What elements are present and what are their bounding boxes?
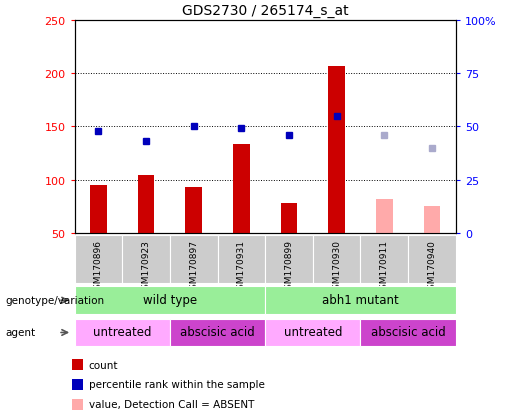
Bar [408,235,456,283]
Text: GSM170896: GSM170896 [94,239,103,294]
Bar [75,287,265,314]
Bar [170,319,265,347]
Text: GSM170930: GSM170930 [332,239,341,294]
Text: genotype/variation: genotype/variation [5,295,104,306]
Bar [233,145,250,233]
Text: GSM170940: GSM170940 [427,239,436,294]
Bar [90,185,107,233]
Bar [217,235,265,283]
Bar [265,319,360,347]
Text: GSM170923: GSM170923 [142,239,150,294]
Bar [75,319,170,347]
Bar [313,235,360,283]
Title: GDS2730 / 265174_s_at: GDS2730 / 265174_s_at [182,4,349,18]
Text: percentile rank within the sample: percentile rank within the sample [89,380,265,389]
Bar [329,66,345,233]
Bar [360,319,456,347]
Bar [170,235,217,283]
Bar [360,235,408,283]
Bar [376,199,392,233]
Text: value, Detection Call = ABSENT: value, Detection Call = ABSENT [89,399,254,409]
Bar [265,287,456,314]
Text: agent: agent [5,328,35,338]
Text: wild type: wild type [143,293,197,306]
Text: GSM170897: GSM170897 [190,239,198,294]
Bar [138,176,154,233]
Bar [281,204,297,233]
Text: GSM170911: GSM170911 [380,239,389,294]
Bar [75,235,123,283]
Text: GSM170931: GSM170931 [237,239,246,294]
Bar [122,235,170,283]
Bar [424,207,440,233]
Text: untreated: untreated [93,325,151,339]
Text: untreated: untreated [284,325,342,339]
Bar [185,188,202,233]
Text: abscisic acid: abscisic acid [371,325,445,339]
Text: abh1 mutant: abh1 mutant [322,293,399,306]
Text: GSM170899: GSM170899 [285,239,294,294]
Text: count: count [89,360,118,370]
Bar [265,235,313,283]
Text: abscisic acid: abscisic acid [180,325,255,339]
